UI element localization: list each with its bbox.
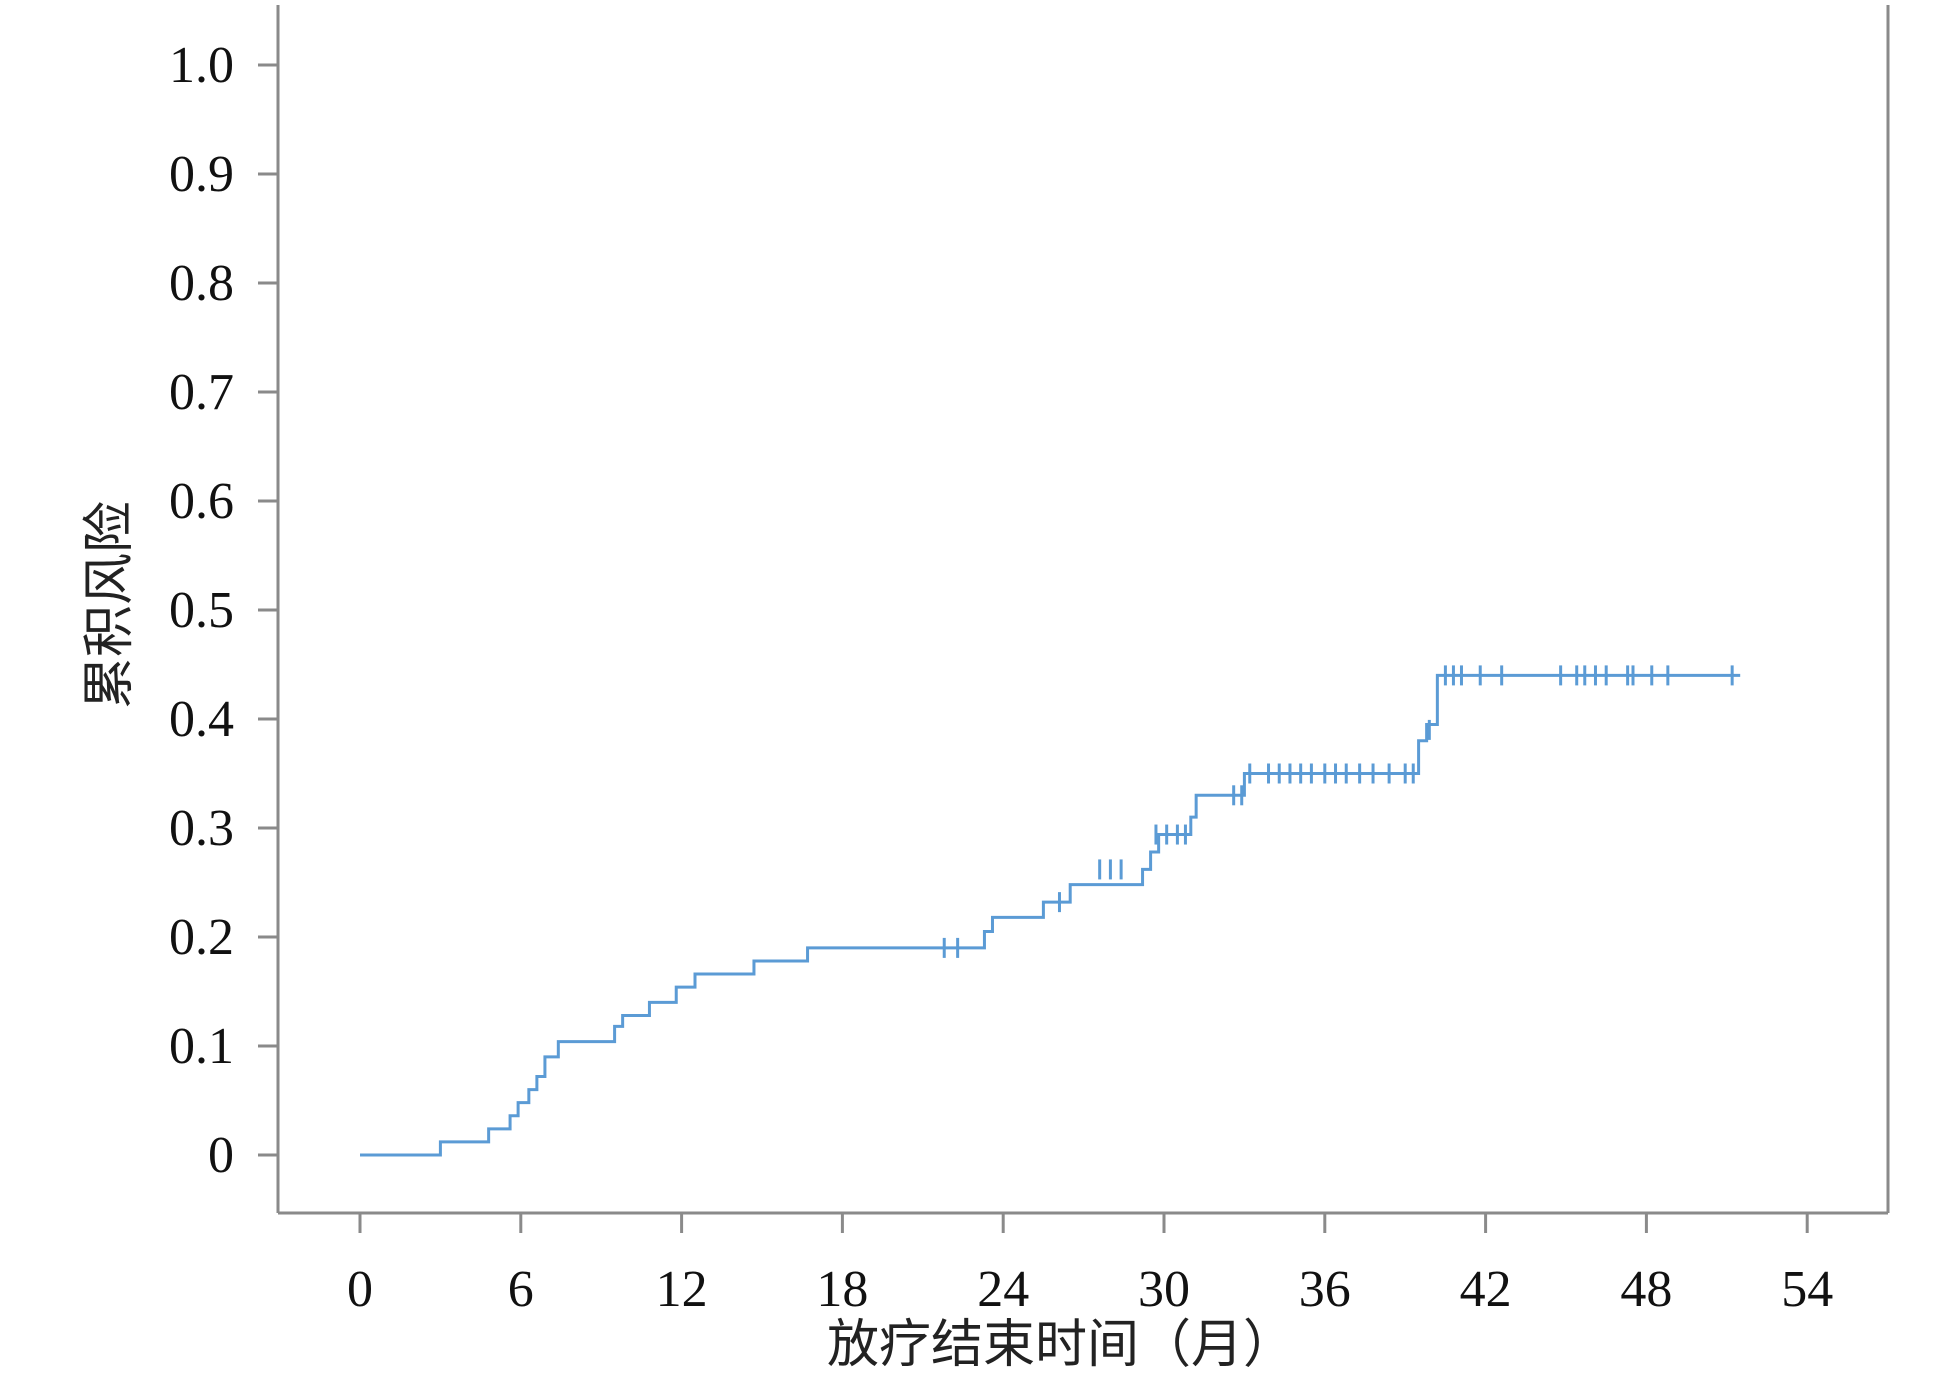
x-tick-label: 48 [1620,1261,1672,1318]
y-tick-label: 0.7 [169,364,234,421]
y-tick-label: 0.2 [169,909,234,966]
x-tick-label: 12 [656,1261,708,1318]
y-tick-label: 0.8 [169,255,234,312]
x-tick-label: 42 [1460,1261,1512,1318]
y-tick-label: 0 [208,1127,234,1184]
x-ticks: 0 6 12 18 24 30 36 42 48 54 [347,1213,1833,1318]
x-tick-label: 54 [1781,1261,1833,1318]
x-axis-title: 放疗结束时间（月） [827,1315,1295,1375]
x-tick-label: 18 [816,1261,868,1318]
x-tick-label: 36 [1299,1261,1351,1318]
y-ticks: 0 0.1 0.2 0.3 0.4 0.5 0.6 0.7 0.8 0.9 1.0 [169,37,278,1184]
y-tick-label: 1.0 [169,37,234,94]
x-tick-label: 24 [977,1261,1029,1318]
y-tick-label: 0.1 [169,1018,234,1075]
x-tick-label: 30 [1138,1261,1190,1318]
y-tick-label: 0.3 [169,800,234,857]
y-tick-label: 0.9 [169,146,234,203]
censor-marks [942,665,1734,958]
cumulative-risk-step-line [360,673,1741,1157]
y-axis-title: 累积风险 [80,501,140,709]
y-tick-label: 0.4 [169,691,234,748]
y-tick-label: 0.6 [169,473,234,530]
y-tick-label: 0.5 [169,582,234,639]
x-tick-label: 0 [347,1261,373,1318]
x-tick-label: 6 [508,1261,534,1318]
